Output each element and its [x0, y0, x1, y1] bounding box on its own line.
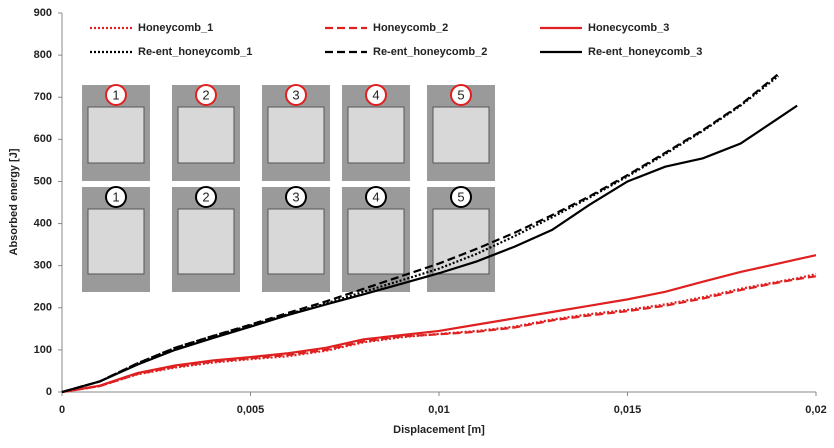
insets: 1 2 3 4 5 1 2 3 4 5 — [82, 85, 495, 292]
inset-specimen — [433, 209, 489, 274]
x-tick-label: 0,02 — [805, 404, 826, 416]
inset-specimen — [348, 107, 404, 163]
x-tick-label: 0,005 — [237, 404, 265, 416]
inset-number: 3 — [292, 87, 299, 102]
y-axis-label: Absorbed energy [J] — [8, 148, 20, 255]
legend-label: Re-ent_honeycomb_2 — [373, 46, 487, 58]
inset-number: 4 — [372, 189, 379, 204]
inset-number: 1 — [112, 87, 119, 102]
y-tick-label: 600 — [34, 133, 52, 145]
x-tick-label: 0 — [59, 404, 65, 416]
inset-number: 4 — [372, 87, 379, 102]
inset-specimen — [178, 209, 234, 274]
series-line — [62, 76, 778, 392]
inset-specimen — [88, 107, 144, 163]
y-tick-label: 100 — [34, 344, 52, 356]
legend-label: Re-ent_honeycomb_3 — [588, 46, 702, 58]
inset-number: 5 — [457, 189, 464, 204]
y-tick-label: 500 — [34, 175, 52, 187]
inset-number: 5 — [457, 87, 464, 102]
inset-specimen — [433, 107, 489, 163]
legend-label: Honecycomb_3 — [588, 22, 669, 34]
y-tick-label: 300 — [34, 260, 52, 272]
y-tick-label: 200 — [34, 302, 52, 314]
y-tick-label: 800 — [34, 49, 52, 61]
inset-specimen — [88, 209, 144, 274]
inset-specimen — [178, 107, 234, 163]
inset-number: 3 — [292, 189, 299, 204]
legend-label: Honeycomb_1 — [138, 22, 213, 34]
series-line — [62, 276, 816, 392]
chart: Displacement [m] Absorbed energy [J] 1 2 3… — [0, 0, 834, 443]
series-line — [62, 74, 778, 392]
x-tick-label: 0,015 — [614, 404, 642, 416]
y-tick-label: 400 — [34, 217, 52, 229]
y-tick-label: 0 — [46, 386, 52, 398]
inset-number: 2 — [202, 189, 209, 204]
legend-label: Re-ent_honeycomb_1 — [138, 46, 252, 58]
y-tick-label: 900 — [34, 7, 52, 19]
inset-specimen — [348, 209, 404, 274]
legend-label: Honeycomb_2 — [373, 22, 448, 34]
y-tick-label: 700 — [34, 91, 52, 103]
inset-specimen — [268, 107, 324, 163]
inset-number: 2 — [202, 87, 209, 102]
x-tick-label: 0,01 — [428, 404, 449, 416]
inset-specimen — [268, 209, 324, 274]
inset-number: 1 — [112, 189, 119, 204]
x-axis-label: Displacement [m] — [393, 424, 485, 436]
